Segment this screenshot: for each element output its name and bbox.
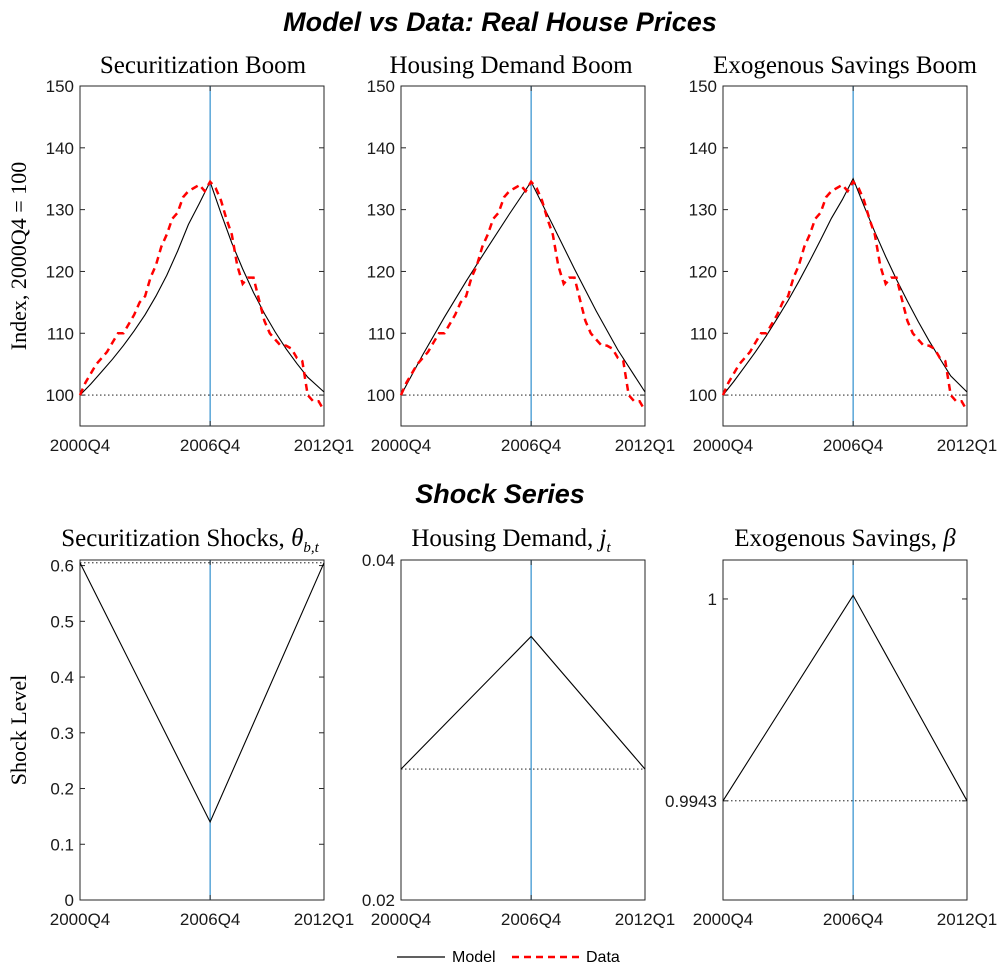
bottom-title: Shock Series xyxy=(415,479,585,509)
panel-title-subscript: t xyxy=(606,540,611,556)
panel-1: 100 110 120 130 140 150 2000Q4 2006Q4 2012Q1 Secu… xyxy=(6,52,354,455)
y-tick-label: 110 xyxy=(368,324,395,343)
axes-box xyxy=(79,85,325,427)
series-line-model xyxy=(79,562,325,824)
series-line-model xyxy=(400,635,646,770)
y-tick-label: 140 xyxy=(689,139,717,158)
panel-title: Securitization Shocks, θb,t xyxy=(61,525,319,556)
panel-4: 0 0.1 0.2 0.3 0.4 0.5 0.6 2000Q4 2006Q4 2012Q1 Sec… xyxy=(6,525,354,929)
panel-title: Housing Demand Boom xyxy=(389,52,633,79)
y-tick-label: 130 xyxy=(367,201,395,220)
panel-title-subscript: b,t xyxy=(303,540,319,556)
x-tick-label: 2012Q1 xyxy=(937,910,998,929)
panel-title: Exogenous Savings, β xyxy=(734,525,956,552)
axes-box xyxy=(400,559,646,901)
y-tick-label: 150 xyxy=(689,77,717,96)
panel-title-symbol: θ xyxy=(291,525,303,552)
panel-3: 100 110 120 130 140 150 2000Q4 2006Q4 2012Q1 Exog… xyxy=(689,52,998,455)
x-tick-label: 2006Q4 xyxy=(823,436,884,455)
x-tick-label: 2006Q4 xyxy=(180,436,241,455)
legend-model-label: Model xyxy=(452,949,496,965)
y-tick-label: 100 xyxy=(689,386,717,405)
y-tick-label: 130 xyxy=(689,201,717,220)
x-tick-label: 2012Q1 xyxy=(615,436,676,455)
x-tick-label: 2006Q4 xyxy=(180,910,241,929)
x-tick-label: 2000Q4 xyxy=(371,910,432,929)
y-tick-label: 0 xyxy=(65,891,74,910)
y-tick-label: 120 xyxy=(46,262,74,281)
x-tick-label: 2000Q4 xyxy=(693,436,754,455)
panel-2: 100 110 120 130 140 150 2000Q4 2006Q4 2012Q1 Hous… xyxy=(367,52,676,455)
y-tick-label: 0.4 xyxy=(50,668,74,687)
x-tick-label: 2012Q1 xyxy=(937,436,998,455)
panel-title-text: Exogenous Savings, xyxy=(734,525,943,552)
panel-title: Exogenous Savings Boom xyxy=(713,52,977,79)
series-line-model xyxy=(79,180,325,396)
axes-box xyxy=(722,85,968,427)
y-tick-label: 0.9943 xyxy=(665,792,717,811)
y-tick-label: 0.02 xyxy=(362,891,395,910)
series-line-data xyxy=(78,179,326,412)
y-tick-label: 0.1 xyxy=(50,835,74,854)
y-tick-label: 110 xyxy=(47,324,74,343)
panel-5: 0.02 0.04 2000Q4 2006Q4 2012Q1 Housing Demand… xyxy=(362,525,675,929)
series-line-data xyxy=(721,179,969,412)
panel-title-text: Securitization Shocks, xyxy=(61,525,291,552)
series-line-model xyxy=(722,594,968,802)
x-tick-label: 2006Q4 xyxy=(501,910,562,929)
panel-title-text: Housing Demand, xyxy=(411,525,599,552)
y-tick-label: 0.6 xyxy=(50,557,74,576)
panel-title-symbol: β xyxy=(942,525,956,552)
legend: Model Data xyxy=(397,949,620,965)
y-tick-label: 0.5 xyxy=(50,612,74,631)
y-axis-label: Index, 2000Q4 = 100 xyxy=(6,162,31,350)
y-tick-label: 110 xyxy=(690,324,717,343)
x-tick-label: 2012Q1 xyxy=(294,910,355,929)
x-tick-label: 2000Q4 xyxy=(371,436,432,455)
x-tick-label: 2000Q4 xyxy=(693,910,754,929)
y-tick-label: 120 xyxy=(367,262,395,281)
y-axis-label: Shock Level xyxy=(6,675,31,786)
panel-title-symbol: j xyxy=(597,525,607,552)
top-title: Model vs Data: Real House Prices xyxy=(283,7,717,37)
series-line-model xyxy=(400,180,646,396)
panels: 100 110 120 130 140 150 2000Q4 2006Q4 2012Q1 Secu… xyxy=(6,52,997,929)
panel-title: Securitization Boom xyxy=(100,52,307,79)
y-tick-label: 0.3 xyxy=(50,724,74,743)
x-tick-label: 2012Q1 xyxy=(615,910,676,929)
x-tick-label: 2006Q4 xyxy=(823,910,884,929)
y-tick-label: 100 xyxy=(46,386,74,405)
series-line-model xyxy=(722,177,968,396)
legend-data-label: Data xyxy=(586,949,620,965)
x-tick-label: 2012Q1 xyxy=(294,436,355,455)
y-tick-label: 140 xyxy=(46,139,74,158)
y-tick-label: 140 xyxy=(367,139,395,158)
x-tick-label: 2000Q4 xyxy=(50,910,111,929)
y-tick-label: 1 xyxy=(708,590,717,609)
series-line-data xyxy=(399,179,647,412)
x-tick-label: 2006Q4 xyxy=(501,436,562,455)
panel-6: 0.9943 1 2000Q4 2006Q4 2012Q1 Exogenous Savin… xyxy=(665,525,997,929)
x-tick-label: 2000Q4 xyxy=(50,436,111,455)
axes-box xyxy=(400,85,646,427)
y-tick-label: 130 xyxy=(46,201,74,220)
y-tick-label: 0.04 xyxy=(362,551,395,570)
axes-box xyxy=(79,559,325,901)
panel-title: Housing Demand, jt xyxy=(411,525,611,556)
y-tick-label: 100 xyxy=(367,386,395,405)
y-tick-label: 150 xyxy=(46,77,74,96)
y-tick-label: 150 xyxy=(367,77,395,96)
y-tick-label: 120 xyxy=(689,262,717,281)
y-tick-label: 0.2 xyxy=(50,780,74,799)
axes-box xyxy=(722,559,968,901)
